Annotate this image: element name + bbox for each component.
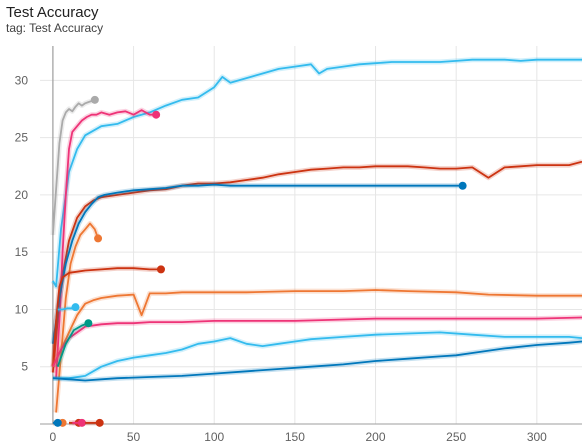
series-end-marker bbox=[53, 418, 62, 427]
chart-title: Test Accuracy bbox=[6, 4, 99, 21]
series-line bbox=[52, 316, 582, 368]
series-smoothing-band bbox=[52, 339, 582, 383]
x-tick-label: 300 bbox=[527, 430, 547, 444]
series-line bbox=[55, 222, 99, 413]
series-smoothing-band bbox=[50, 287, 582, 368]
x-tick-label: 50 bbox=[127, 430, 141, 444]
series-line bbox=[52, 183, 463, 344]
series-line bbox=[56, 322, 89, 368]
series-end-marker bbox=[152, 110, 161, 119]
series-end-marker bbox=[90, 95, 99, 104]
chart-subtitle: tag: Test Accuracy bbox=[6, 21, 104, 35]
grid-lines bbox=[40, 46, 582, 424]
series-end-marker bbox=[84, 319, 93, 328]
series-end-marker bbox=[95, 418, 104, 427]
series-end-marker bbox=[77, 418, 86, 427]
y-tick-label: 15 bbox=[15, 245, 29, 259]
x-tick-label: 200 bbox=[366, 430, 386, 444]
series-end-marker bbox=[94, 234, 103, 243]
y-tick-label: 5 bbox=[21, 360, 28, 374]
y-tick-label: 10 bbox=[15, 302, 29, 316]
series-lines bbox=[50, 57, 582, 427]
series-smoothing-band bbox=[50, 97, 96, 236]
series-line bbox=[52, 340, 582, 382]
series-end-marker bbox=[71, 303, 80, 312]
series-line bbox=[52, 267, 161, 367]
series-end-marker bbox=[156, 265, 165, 274]
series-line bbox=[52, 58, 582, 288]
series-end-marker bbox=[458, 181, 467, 190]
series-line bbox=[52, 289, 582, 368]
y-tick-label: 25 bbox=[15, 131, 29, 145]
x-tick-label: 250 bbox=[446, 430, 466, 444]
x-tick-label: 150 bbox=[285, 430, 305, 444]
tick-labels: 0 50 100 150 200 250 300 5 10 15 20 25 30 bbox=[15, 73, 548, 444]
series-line bbox=[52, 98, 96, 236]
x-tick-label: 0 bbox=[50, 430, 57, 444]
series-line bbox=[55, 109, 157, 379]
y-tick-label: 20 bbox=[15, 188, 29, 202]
x-tick-label: 100 bbox=[204, 430, 224, 444]
series-line bbox=[52, 331, 582, 380]
y-tick-label: 30 bbox=[15, 73, 29, 87]
